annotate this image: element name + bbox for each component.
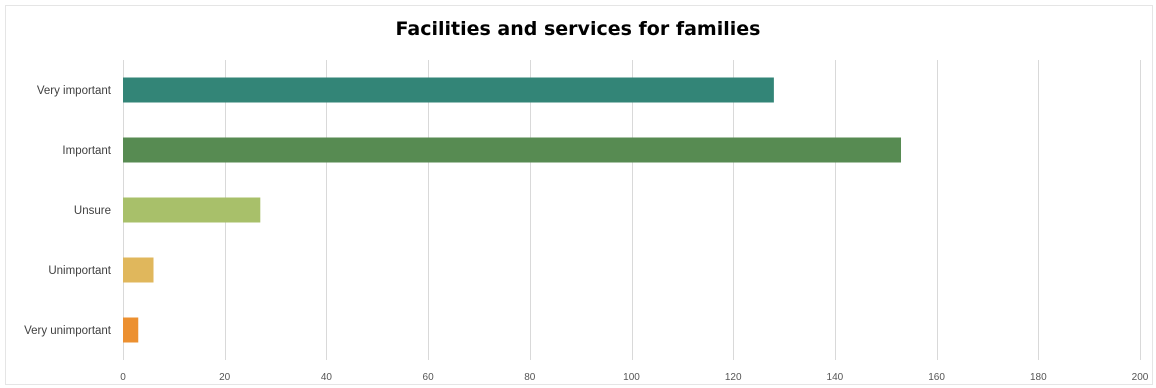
x-tick-label: 60 xyxy=(423,372,435,383)
x-tick-label: 140 xyxy=(827,372,844,383)
chart-title: Facilities and services for families xyxy=(395,18,761,40)
bar-unsure xyxy=(123,197,261,223)
category-label: Important xyxy=(62,145,111,157)
category-label: Unsure xyxy=(74,205,111,217)
x-tick-label: 100 xyxy=(623,372,640,383)
x-tick-labels: 0 20 40 60 80 100 120 140 160 180 200 xyxy=(120,372,1149,383)
bar-very-important xyxy=(123,77,774,103)
category-labels: Very important Important Unsure Unimportant… xyxy=(24,85,112,337)
category-label: Very important xyxy=(37,85,112,97)
x-tick-label: 80 xyxy=(524,372,536,383)
bar-important xyxy=(123,137,902,163)
x-tick-label: 180 xyxy=(1030,372,1047,383)
bar-very-unimportant xyxy=(123,317,139,343)
bars xyxy=(123,77,902,343)
x-tick-label: 0 xyxy=(120,372,126,383)
x-tick-label: 160 xyxy=(928,372,945,383)
x-tick-label: 40 xyxy=(321,372,333,383)
category-label: Unimportant xyxy=(48,265,111,277)
grid-lines xyxy=(123,60,1141,360)
bar-unimportant xyxy=(123,257,154,283)
x-tick-label: 20 xyxy=(219,372,231,383)
x-tick-label: 200 xyxy=(1132,372,1149,383)
chart-frame xyxy=(5,5,1153,385)
x-tick-label: 120 xyxy=(725,372,742,383)
category-label: Very unimportant xyxy=(24,325,112,337)
